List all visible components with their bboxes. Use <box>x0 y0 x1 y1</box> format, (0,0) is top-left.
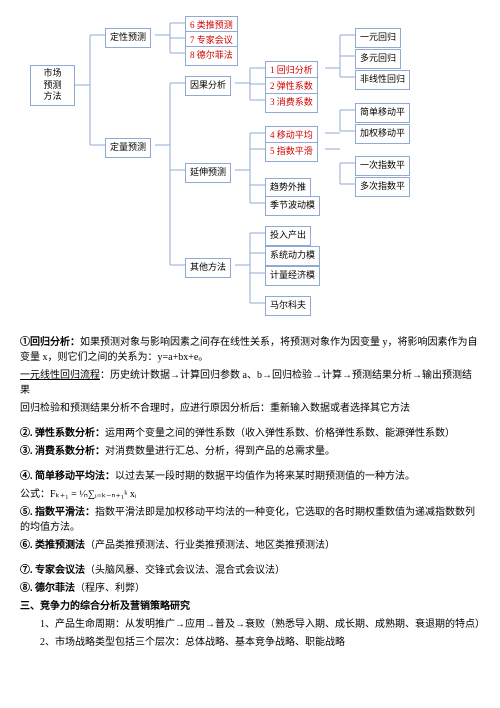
node-root: 市场预测方法 <box>30 65 75 106</box>
node-markov: 马尔科夫 <box>265 296 311 316</box>
text-content: ①回归分析：如果预测对象与影响因素之间存在线性关系，将预测对象作为因变量 y，将… <box>20 335 480 650</box>
node-single-exp: 一次指数平 <box>355 156 410 176</box>
label-consumption: ③. 消费系数分析： <box>20 446 105 457</box>
p-elasticity: ②. 弹性系数分析：运用两个变量之间的弹性系数（收入弹性系数、价格弹性系数、能源… <box>20 426 480 441</box>
body-sma: 以过去某一段时期的数据平均值作为将来某时期预测值的一种方法。 <box>115 471 415 482</box>
p-delphi: ⑧. 德尔菲法（程序、利弊） <box>20 581 480 596</box>
label-regression: ①回归分析： <box>20 337 80 348</box>
label-exp-smooth: ⑤. 指数平滑法： <box>20 507 95 518</box>
body-regression: 如果预测对象与影响因素之间存在线性关系，将预测对象作为因变量 y，将影响因素作为… <box>20 337 478 363</box>
bullet-lifecycle: 1、产品生命周期：从发明推广→应用→普及→衰败（熟悉导入期、成长期、成熟期、衰退… <box>20 617 480 632</box>
node-quantitative: 定量预测 <box>105 138 151 158</box>
body-analogy: （产品类推预测法、行业类推预测法、地区类推预测法） <box>85 540 335 551</box>
p-consumption: ③. 消费系数分析：对消费数量进行汇总、分析，得到产品的总需求量。 <box>20 444 480 459</box>
node-sysdyn: 系统动力模 <box>265 246 320 266</box>
heading-section3: 三、竞争力的综合分析及营销策略研究 <box>20 599 480 614</box>
p-expert: ⑦. 专家会议法（头脑风暴、交锋式会议法、混合式会议法） <box>20 563 480 578</box>
label-expert: ⑦. 专家会议法 <box>20 565 85 576</box>
p-recheck: 回归检验和预测结果分析不合理时，应进行原因分析后：重新输入数据或者选择其它方法 <box>20 401 480 416</box>
label-analogy: ⑥. 类推预测法 <box>20 540 85 551</box>
body-expert: （头脑风暴、交锋式会议法、混合式会议法） <box>85 565 285 576</box>
p-sma: ④. 简单移动平均法：以过去某一段时期的数据平均值作为将来某时期预测值的一种方法… <box>20 469 480 484</box>
node-delphi: 8 德尔菲法 <box>185 46 238 66</box>
p-regression: ①回归分析：如果预测对象与影响因素之间存在线性关系，将预测对象作为因变量 y，将… <box>20 335 480 365</box>
label-sma: ④. 简单移动平均法： <box>20 471 115 482</box>
node-extend: 延伸预测 <box>185 163 231 183</box>
p-linear-flow: 一元线性回归流程：历史统计数据→计算回归参数 a、b→回归检验→计算→预测结果分… <box>20 368 480 398</box>
p-exp-smooth: ⑤. 指数平滑法：指数平滑法即是加权移动平均法的一种变化，它选取的各时期权重数值… <box>20 505 480 535</box>
node-simple-ma: 简单移动平 <box>355 103 410 123</box>
node-qualitative: 定性预测 <box>105 28 151 48</box>
bullet-strategy: 2、市场战略类型包括三个层次：总体战略、基本竞争战略、职能战略 <box>20 635 480 650</box>
node-consumption: 3 消费系数 <box>265 93 318 113</box>
node-single-reg: 一元回归 <box>355 28 401 48</box>
node-nonlinear-reg: 非线性回归 <box>355 70 410 90</box>
node-exp-smooth: 5 指数平滑 <box>265 142 318 162</box>
body-consumption: 对消费数量进行汇总、分析，得到产品的总需求量。 <box>105 446 335 457</box>
node-multi-exp: 多次指数平 <box>355 177 410 197</box>
node-io: 投入产出 <box>265 226 311 246</box>
node-weighted-ma: 加权移动平 <box>355 124 410 144</box>
tree-diagram: 市场预测方法 定性预测 定量预测 6 类推预测 7 专家会议 8 德尔菲法 因果… <box>20 15 480 325</box>
node-other: 其他方法 <box>185 258 231 278</box>
node-econometric: 计量经济模 <box>265 266 320 286</box>
node-trend: 趋势外推 <box>265 178 311 198</box>
body-elasticity: 运用两个变量之间的弹性系数（收入弹性系数、价格弹性系数、能源弹性系数） <box>105 428 455 439</box>
body-delphi: （程序、利弊） <box>75 583 145 594</box>
connector-lines <box>20 15 480 325</box>
label-delphi: ⑧. 德尔菲法 <box>20 583 75 594</box>
node-causal: 因果分析 <box>185 76 231 96</box>
p-formula: 公式：Fₖ₊₁ = ¹⁄ₙ∑ᵢ₌ₖ₋ₙ₊₁ᵏ xᵢ <box>20 487 480 502</box>
label-elasticity: ②. 弹性系数分析： <box>20 428 105 439</box>
p-analogy: ⑥. 类推预测法（产品类推预测法、行业类推预测法、地区类推预测法） <box>20 538 480 553</box>
label-linear-flow: 一元线性回归流程 <box>20 370 100 381</box>
node-multi-reg: 多元回归 <box>355 49 401 69</box>
node-seasonal: 季节波动模 <box>265 196 320 216</box>
